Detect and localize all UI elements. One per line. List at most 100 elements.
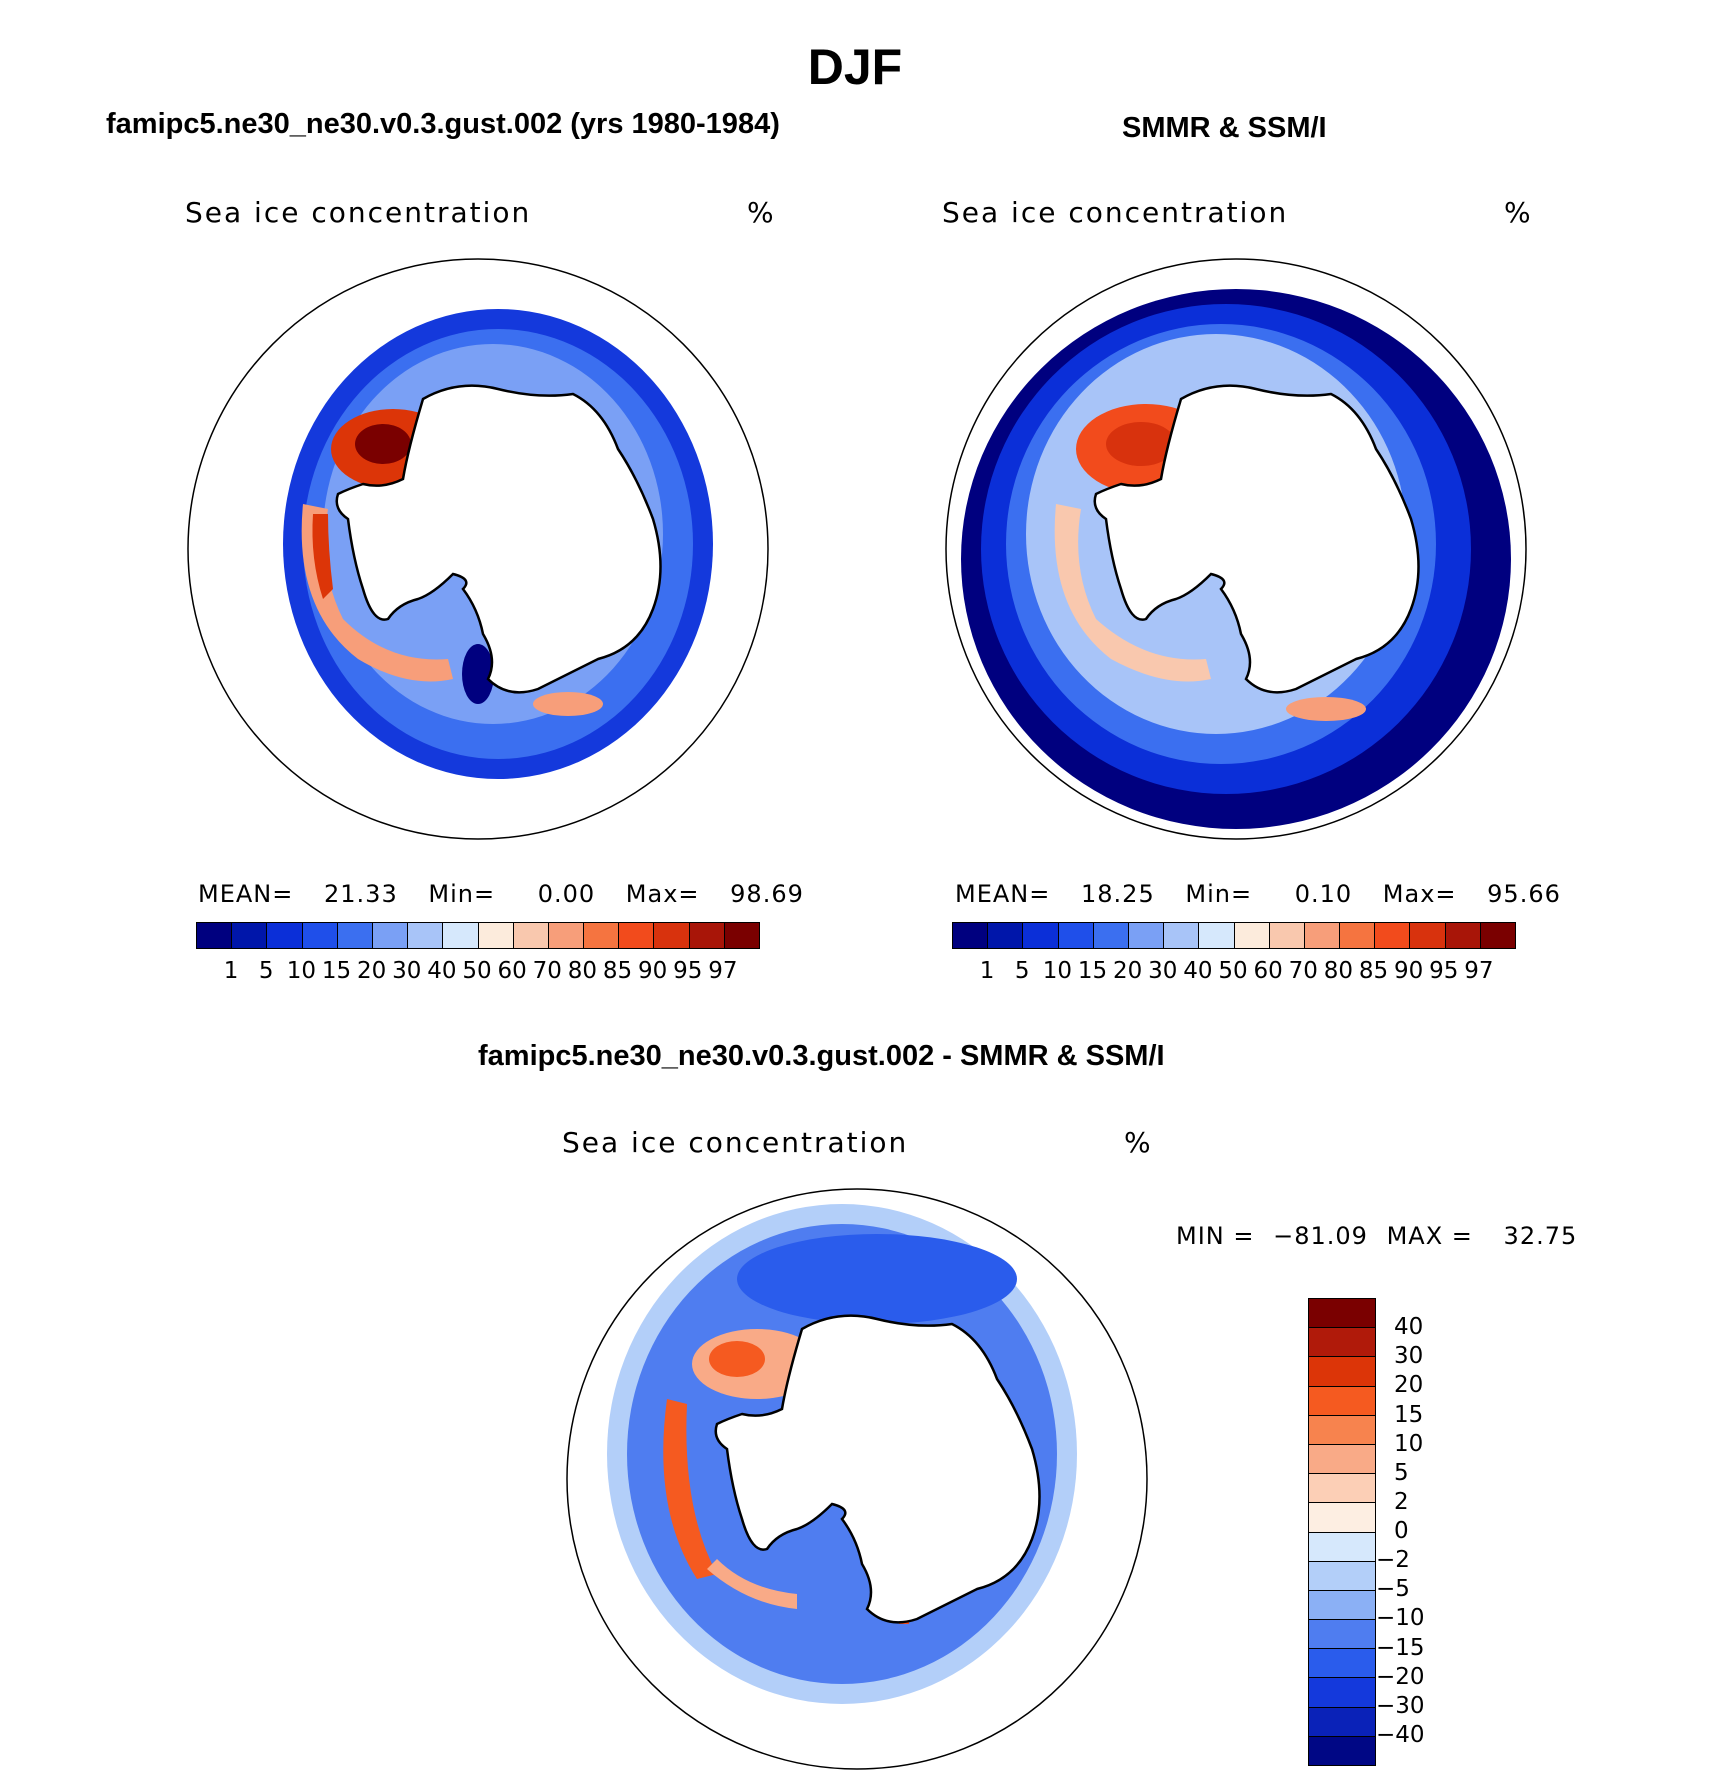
colorbar-tick-label: 40	[427, 958, 457, 984]
diff-panel-title: famipc5.ne30_ne30.v0.3.gust.002 - SMMR &…	[478, 1040, 1165, 1072]
colorbar-tick-label: −10	[1376, 1605, 1425, 1632]
model-mean-label: MEAN=	[198, 880, 294, 908]
diff-colorbar	[1308, 1298, 1376, 1766]
diff-units-label: %	[1124, 1126, 1153, 1159]
colorbar-swatch	[724, 923, 759, 948]
obs-min-label: Min=	[1185, 880, 1253, 908]
obs-ross-band	[1054, 504, 1211, 682]
colorbar-swatch	[513, 923, 549, 948]
colorbar-tick-label: 90	[1393, 958, 1424, 984]
colorbar-tick-label: −30	[1376, 1692, 1425, 1719]
colorbar-swatch	[1309, 1328, 1375, 1358]
model-weddell-core	[355, 424, 411, 464]
colorbar-swatch	[1445, 923, 1481, 948]
colorbar-swatch	[1309, 1357, 1375, 1387]
colorbar-tick-label: 10	[1042, 958, 1073, 984]
colorbar-tick-label: 0	[1394, 1518, 1409, 1544]
colorbar-swatch	[1309, 1736, 1375, 1765]
colorbar-swatch	[1309, 1503, 1375, 1533]
model-mean-value: 21.33	[324, 880, 398, 908]
obs-variable-label: Sea ice concentration	[942, 196, 1289, 229]
colorbar-swatch	[1309, 1386, 1375, 1416]
colorbar-swatch	[372, 923, 409, 948]
colorbar-swatch	[1309, 1649, 1375, 1679]
diff-ross-positive	[663, 1399, 717, 1579]
obs-mean-value: 18.25	[1081, 880, 1155, 908]
diff-stats: MIN = −81.09 MAX = 32.75	[1176, 1222, 1577, 1250]
colorbar-swatch	[1093, 923, 1129, 948]
model-min-value: 0.00	[537, 880, 596, 908]
colorbar-swatch	[584, 923, 620, 948]
colorbar-swatch	[1309, 1707, 1375, 1737]
diff-min-value: −81.09	[1273, 1222, 1368, 1250]
colorbar-swatch	[478, 923, 514, 948]
colorbar-swatch	[1309, 1532, 1375, 1562]
colorbar-swatch	[337, 923, 373, 948]
model-panel-title: famipc5.ne30_ne30.v0.3.gust.002 (yrs 198…	[106, 108, 780, 140]
colorbar-tick-label: 30	[1394, 1343, 1424, 1370]
colorbar-tick-label: 80	[1323, 958, 1354, 984]
model-colorbar	[196, 922, 760, 949]
colorbar-tick-label: 60	[497, 958, 527, 984]
colorbar-tick-label: 1	[223, 958, 239, 984]
colorbar-swatch	[1375, 923, 1411, 948]
colorbar-tick-label: 15	[1394, 1401, 1424, 1428]
obs-max-value: 95.66	[1487, 880, 1561, 908]
colorbar-tick-label: −20	[1376, 1663, 1425, 1690]
obs-panel-title: SMMR & SSM/I	[1122, 112, 1327, 144]
colorbar-swatch	[1023, 923, 1059, 948]
colorbar-tick-label: 97	[708, 958, 738, 984]
colorbar-tick-label: 10	[1394, 1430, 1424, 1457]
colorbar-tick-label: 30	[1148, 958, 1178, 984]
model-min-label: Min=	[428, 880, 496, 908]
diff-weddell-core	[709, 1341, 765, 1377]
diff-max-value: 32.75	[1503, 1222, 1578, 1250]
colorbar-tick-label: −15	[1376, 1634, 1425, 1661]
obs-colorbar	[952, 922, 1516, 949]
model-low-spot	[462, 644, 494, 704]
colorbar-tick-label: −5	[1376, 1576, 1410, 1603]
model-amundsen-high	[533, 692, 603, 716]
colorbar-swatch	[1269, 923, 1305, 948]
diff-colorbar-ticks: 40 30 20 15 10 5 2 0 −2 −5 −10 −15 −20 −30 −40	[1376, 1298, 1464, 1764]
diff-min-label: MIN =	[1176, 1222, 1255, 1250]
colorbar-swatch	[689, 923, 725, 948]
colorbar-tick-label: 40	[1183, 958, 1213, 984]
colorbar-swatch	[1340, 923, 1376, 948]
colorbar-tick-label: 95	[673, 958, 703, 984]
colorbar-tick-label: 20	[356, 958, 387, 984]
colorbar-tick-label: 15	[321, 958, 352, 984]
obs-min-value: 0.10	[1294, 880, 1353, 908]
obs-max-label: Max=	[1382, 880, 1457, 908]
colorbar-tick-label: 15	[1077, 958, 1108, 984]
colorbar-tick-label: 2	[1394, 1488, 1409, 1515]
colorbar-tick-label: 20	[1112, 958, 1143, 984]
colorbar-tick-label: 70	[1288, 958, 1318, 984]
colorbar-swatch	[1309, 1415, 1375, 1445]
colorbar-tick-label: 90	[637, 958, 668, 984]
model-stats: MEAN= 21.33 Min= 0.00 Max= 98.69	[198, 880, 804, 908]
colorbar-swatch	[1304, 923, 1341, 948]
model-max-label: Max=	[625, 880, 700, 908]
colorbar-tick-label: 40	[1394, 1314, 1424, 1341]
model-ross-band	[301, 504, 453, 682]
diff-variable-label: Sea ice concentration	[562, 1126, 909, 1159]
colorbar-swatch	[654, 923, 690, 948]
colorbar-tick-label: 5	[258, 958, 274, 984]
colorbar-swatch	[267, 923, 303, 948]
diff-ross-edge	[707, 1559, 797, 1609]
colorbar-tick-label: 97	[1464, 958, 1494, 984]
diff-map-boundary	[566, 1188, 1148, 1770]
colorbar-swatch	[1480, 923, 1515, 948]
diff-north-negative	[737, 1234, 1017, 1324]
colorbar-tick-label: −2	[1376, 1547, 1410, 1574]
diff-max-label: MAX =	[1386, 1222, 1473, 1250]
colorbar-tick-label: 60	[1253, 958, 1283, 984]
obs-colorbar-ticks: 1 5 10 15 20 30 40 50 60 70 80 85 90 95 97	[952, 958, 1514, 988]
colorbar-swatch	[408, 923, 444, 948]
diff-antarctica-outline	[714, 1314, 1041, 1624]
diff-sea-ice-map	[566, 1188, 1148, 1770]
colorbar-tick-label: 85	[602, 958, 633, 984]
model-map-boundary	[187, 258, 769, 840]
colorbar-swatch	[1309, 1444, 1375, 1475]
